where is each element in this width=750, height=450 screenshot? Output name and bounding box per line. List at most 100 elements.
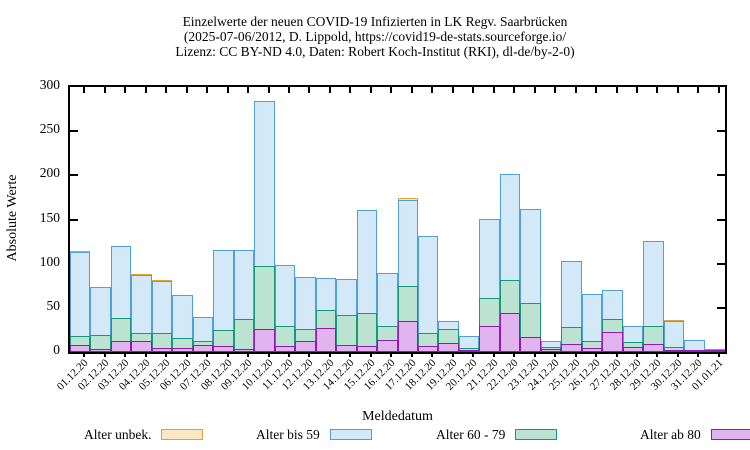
legend-swatch xyxy=(329,429,372,441)
x-tick-bottom xyxy=(390,352,393,357)
x-tick-top xyxy=(533,87,536,93)
y-tick-label: 250 xyxy=(39,121,60,137)
legend-item: Alter 60 - 79 xyxy=(436,426,558,446)
x-tick-top xyxy=(226,87,229,93)
bar-segment xyxy=(90,349,111,352)
x-tick-bottom xyxy=(83,352,86,357)
bar-segment xyxy=(151,347,173,352)
legend-item-label: Alter ab 80 xyxy=(640,426,701,442)
x-tick-bottom xyxy=(554,352,557,357)
bar-segment xyxy=(131,341,152,352)
x-tick-top xyxy=(451,87,454,93)
y-tick-right xyxy=(717,174,725,177)
x-tick-bottom xyxy=(472,352,475,357)
bar-segment xyxy=(336,344,357,352)
x-tick-bottom xyxy=(615,352,618,357)
bar-segment xyxy=(663,350,685,352)
x-tick-top xyxy=(124,87,127,93)
x-tick-top xyxy=(697,87,700,93)
x-tick-bottom xyxy=(226,352,229,357)
x-tick-bottom xyxy=(288,352,291,357)
bar-segment xyxy=(70,344,91,352)
x-tick-top xyxy=(431,87,434,93)
x-tick-bottom xyxy=(185,352,188,357)
x-tick-top xyxy=(574,87,577,93)
y-tick-left xyxy=(70,218,78,221)
x-tick-bottom xyxy=(431,352,434,357)
bar-segment xyxy=(110,340,132,352)
legend-item-label: Alter 60 - 79 xyxy=(436,426,506,442)
legend-swatch xyxy=(161,429,204,441)
y-tick-right xyxy=(717,130,725,133)
x-tick-top xyxy=(328,87,331,93)
legend-item-label: Alter unbek. xyxy=(84,426,152,442)
bar-segment xyxy=(417,345,439,352)
bar-segment xyxy=(356,345,378,352)
x-tick-bottom xyxy=(595,352,598,357)
x-tick-top xyxy=(472,87,475,93)
bar-segment xyxy=(622,346,644,352)
y-tick-label: 50 xyxy=(46,297,61,313)
x-tick-bottom xyxy=(308,352,311,357)
y-tick-left xyxy=(70,174,78,177)
y-tick-label: 300 xyxy=(39,77,60,92)
legend-item: Alter ab 80 xyxy=(640,426,750,446)
x-tick-bottom xyxy=(697,352,700,357)
x-tick-top xyxy=(615,87,618,93)
x-tick-top xyxy=(165,87,168,93)
x-tick-top xyxy=(410,87,413,93)
bar-segment xyxy=(438,343,459,352)
bar-segment xyxy=(520,336,541,352)
bar-segment xyxy=(233,319,255,352)
x-tick-top xyxy=(206,87,209,93)
x-tick-bottom xyxy=(328,352,331,357)
x-tick-bottom xyxy=(676,352,679,357)
legend-item: Alter unbek. xyxy=(84,426,204,446)
x-tick-top xyxy=(717,87,720,93)
x-tick-top xyxy=(144,87,147,93)
bar-segment xyxy=(561,344,582,352)
bar-segment xyxy=(213,345,234,352)
y-tick-label: 150 xyxy=(39,209,60,225)
bar-segment xyxy=(192,344,214,352)
x-tick-top xyxy=(308,87,311,93)
x-tick-bottom xyxy=(349,352,352,357)
legend-swatch xyxy=(710,429,750,441)
chart-title-line-1: Einzelwerte der neuen COVID-19 Infiziert… xyxy=(182,14,568,29)
bar-segment xyxy=(274,345,296,352)
x-tick-bottom xyxy=(247,352,250,357)
x-axis-label: Meldedatum xyxy=(362,409,433,424)
y-tick-label: 200 xyxy=(39,165,60,181)
x-tick-bottom xyxy=(717,352,720,357)
bar-segment xyxy=(295,340,316,352)
bar-segment xyxy=(233,349,255,352)
x-tick-bottom xyxy=(206,352,209,357)
x-tick-top xyxy=(513,87,516,93)
bar-segment xyxy=(479,326,500,352)
x-tick-top xyxy=(103,87,106,93)
y-tick-right xyxy=(717,306,725,309)
x-tick-bottom xyxy=(165,352,168,357)
x-tick-bottom xyxy=(103,352,106,357)
x-tick-top xyxy=(492,87,495,93)
plot-area xyxy=(68,85,727,354)
x-tick-top xyxy=(185,87,188,93)
bar-segment xyxy=(643,344,664,352)
x-tick-bottom xyxy=(124,352,127,357)
x-tick-bottom xyxy=(574,352,577,357)
x-tick-bottom xyxy=(451,352,454,357)
legend-item: Alter bis 59 xyxy=(256,426,372,446)
bar-segment xyxy=(540,349,562,352)
bar-segment xyxy=(315,328,337,352)
chart-title-line-3: Lizenz: CC BY-ND 4.0, Daten: Robert Koch… xyxy=(175,44,575,59)
x-tick-top xyxy=(349,87,352,93)
y-tick-right xyxy=(717,218,725,221)
x-tick-bottom xyxy=(267,352,270,357)
bar-segment xyxy=(458,350,480,352)
bar-segment xyxy=(254,329,275,352)
x-tick-bottom xyxy=(410,352,413,357)
bar-segment xyxy=(499,313,521,352)
x-tick-top xyxy=(369,87,372,93)
x-tick-top xyxy=(656,87,659,93)
